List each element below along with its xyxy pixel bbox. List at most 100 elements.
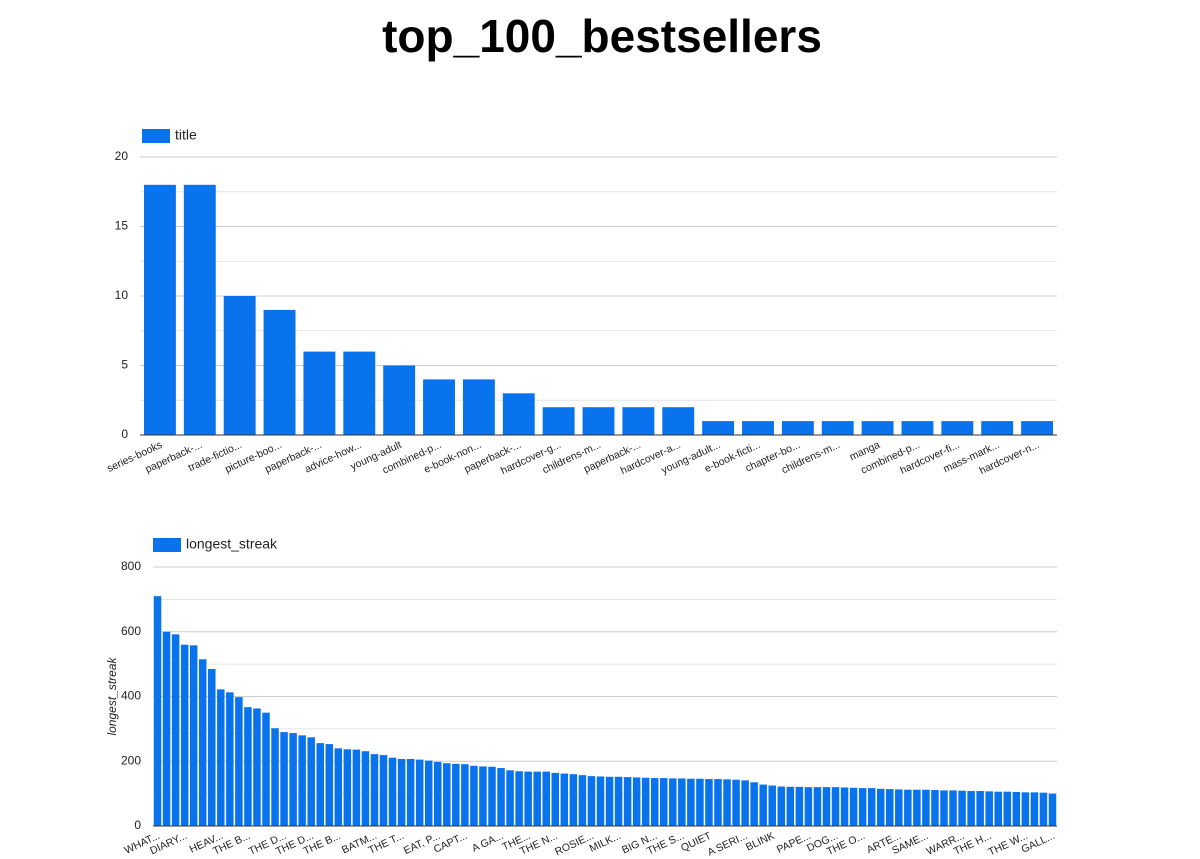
bar (162, 631, 171, 826)
bar (452, 763, 460, 826)
bar (334, 748, 343, 826)
page-title: top_100_bestsellers (382, 10, 822, 62)
bar (470, 765, 478, 826)
bar (913, 789, 921, 826)
bar (587, 776, 596, 826)
bar (781, 421, 814, 435)
bar (383, 365, 416, 435)
bar (443, 763, 451, 826)
bar (714, 779, 722, 826)
bar (614, 776, 623, 826)
y-tick-label: 10 (115, 288, 129, 302)
bar (958, 790, 966, 826)
y-tick-label: 600 (121, 624, 141, 638)
bar (307, 737, 315, 826)
bar (641, 777, 650, 826)
bar (361, 751, 370, 826)
bar (524, 771, 532, 826)
legend-swatch (153, 538, 181, 552)
bar (488, 766, 496, 826)
bar (669, 778, 677, 826)
bar (343, 749, 352, 826)
bar (831, 787, 840, 826)
bar (822, 787, 831, 826)
bar (876, 788, 885, 826)
bar (1021, 421, 1054, 435)
y-tick-label: 20 (115, 149, 129, 163)
y-axis-label: longest_streak (105, 656, 119, 735)
bar (289, 733, 297, 826)
bar (678, 778, 686, 826)
bar (687, 778, 695, 826)
bar (462, 379, 495, 435)
y-tick-label: 800 (121, 559, 141, 573)
bar (840, 787, 849, 826)
bar (940, 790, 948, 826)
bar (343, 351, 376, 435)
bar (821, 421, 854, 435)
bar (732, 779, 740, 826)
bar (388, 757, 397, 826)
bar (1048, 793, 1057, 826)
bar (696, 778, 704, 826)
bar (632, 777, 641, 826)
bar (533, 771, 541, 826)
bar (271, 728, 279, 826)
bar (981, 421, 1014, 435)
bar (922, 789, 930, 826)
bar (423, 379, 455, 435)
bar (397, 758, 406, 826)
bar (901, 421, 934, 435)
bar (497, 768, 505, 826)
bar (1030, 792, 1039, 826)
bar (424, 760, 433, 826)
bar (786, 786, 795, 826)
bar (1003, 791, 1012, 826)
x-tick-label: A SERI... (706, 830, 750, 859)
bar (650, 778, 659, 826)
bar (298, 735, 306, 826)
bar (895, 789, 903, 826)
bar (370, 754, 379, 826)
bar (479, 766, 487, 826)
bar (605, 776, 614, 826)
bar (406, 758, 415, 826)
bar (759, 784, 767, 826)
bar (551, 772, 560, 826)
y-tick-label: 5 (121, 358, 128, 372)
bar (861, 421, 894, 435)
bar (795, 786, 804, 826)
bar (705, 779, 713, 826)
bar (352, 749, 361, 826)
bar (596, 776, 605, 826)
bar (542, 407, 575, 435)
bar (750, 782, 758, 826)
bar (143, 184, 176, 435)
bar (223, 296, 256, 435)
bar (171, 634, 180, 826)
bar (316, 743, 324, 826)
bar (217, 689, 225, 826)
bar (994, 791, 1002, 826)
bar (623, 777, 632, 826)
y-tick-label: 15 (115, 219, 129, 233)
bar (189, 645, 198, 826)
bar (253, 708, 261, 826)
bar (226, 692, 234, 826)
bar (931, 790, 939, 826)
bar (415, 759, 424, 826)
bar (662, 407, 695, 435)
legend-label: longest_streak (186, 536, 278, 552)
bar (742, 421, 774, 435)
bar (622, 407, 655, 435)
bar (506, 770, 514, 826)
bar (702, 421, 735, 435)
bar (502, 393, 535, 435)
bar (153, 596, 162, 826)
bar (1039, 792, 1048, 826)
x-tick-label: MILK... (588, 830, 623, 855)
bar (1012, 792, 1021, 826)
bar (768, 785, 776, 826)
bar (660, 778, 668, 826)
